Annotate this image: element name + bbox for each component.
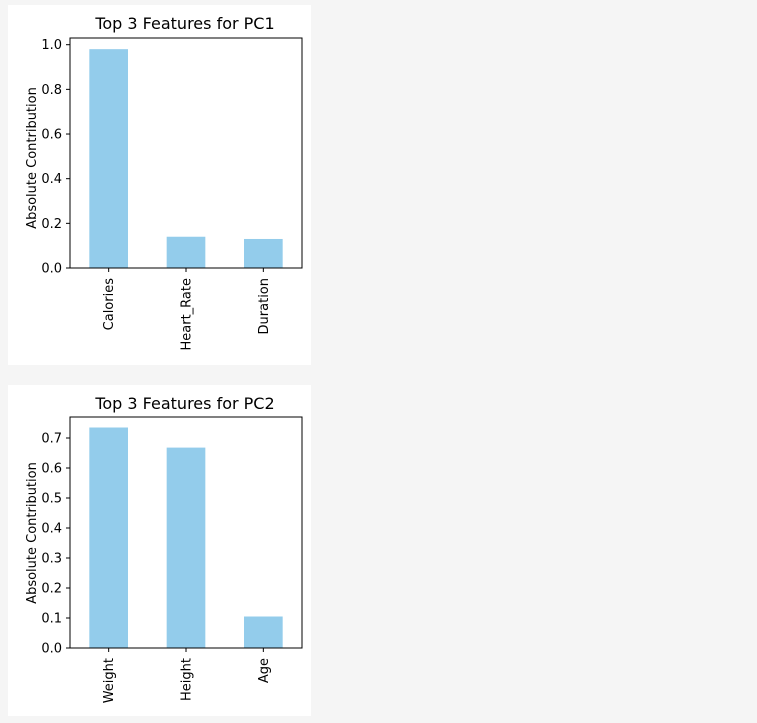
y-axis-label: Absolute Contribution [25, 87, 40, 229]
pc1-bar-chart: Top 3 Features for PC1 Absolute Contribu… [25, 14, 303, 351]
x-tick-label: Heart_Rate [180, 278, 195, 351]
x-tick-label: Height [180, 658, 195, 701]
bar-calories [89, 49, 128, 268]
y-tick-label: 0.1 [41, 612, 62, 627]
bar-weight [89, 427, 128, 648]
y-tick-label: 0.5 [41, 492, 62, 507]
y-tick-label: 0.0 [41, 262, 62, 277]
y-tick-label: 0.7 [41, 432, 62, 447]
y-tick-label: 0.2 [41, 582, 62, 597]
y-tick-label: 0.8 [41, 83, 62, 98]
x-tick-label: Duration [257, 278, 272, 334]
plot-area: 0.0 0.1 0.2 0.3 0.4 0.5 0.6 0.7 Weight Height Age [41, 416, 303, 703]
y-tick-label: 0.6 [41, 462, 62, 477]
x-tick-label: Age [257, 658, 272, 683]
pc2-bar-chart: Top 3 Features for PC2 Absolute Contribu… [25, 394, 303, 703]
x-tick-label: Weight [102, 658, 117, 703]
bar-age [244, 616, 283, 648]
plot-area: 0.0 0.2 0.4 0.6 0.8 1.0 Calories Heart_Rate Dura… [41, 37, 303, 351]
bar-heart-rate [166, 236, 206, 268]
chart-title: Top 3 Features for PC1 [94, 14, 274, 33]
chart-title: Top 3 Features for PC2 [94, 394, 274, 413]
y-tick-label: 0.0 [41, 642, 62, 657]
y-tick-label: 1.0 [41, 38, 62, 53]
y-tick-label: 0.6 [41, 128, 62, 143]
y-tick-label: 0.2 [41, 217, 62, 232]
x-tick-label: Calories [102, 278, 117, 331]
y-tick-label: 0.4 [41, 522, 62, 537]
y-tick-label: 0.4 [41, 172, 62, 187]
y-axis-label: Absolute Contribution [25, 462, 40, 604]
pc2-chart-card: Top 3 Features for PC2 Absolute Contribu… [8, 385, 311, 716]
bar-duration [244, 238, 283, 268]
pc1-chart-card: Top 3 Features for PC1 Absolute Contribu… [8, 5, 311, 365]
bar-height [166, 447, 206, 648]
y-tick-label: 0.3 [41, 552, 62, 567]
